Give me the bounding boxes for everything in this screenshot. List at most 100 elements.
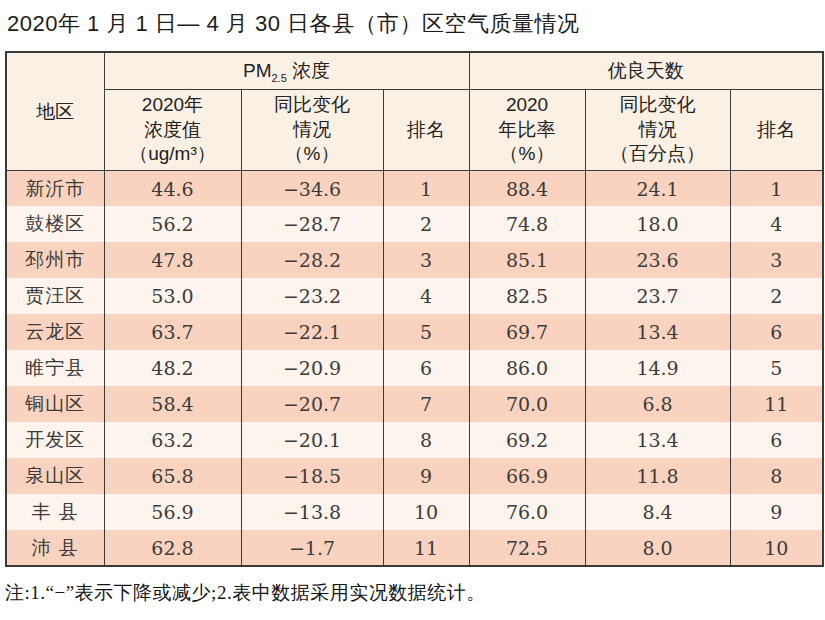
- cell-gd-rank: 5: [730, 350, 823, 386]
- header-pm-change: 同比变化 情况 （%）: [241, 89, 383, 170]
- cell-gd-change: 11.8: [585, 458, 730, 494]
- cell-region: 云龙区: [6, 314, 104, 350]
- cell-pm-value: 63.7: [104, 314, 241, 350]
- cell-gd-rate: 86.0: [469, 350, 585, 386]
- cell-gd-rate: 85.1: [469, 242, 585, 278]
- cell-gd-rank: 8: [730, 458, 823, 494]
- header-group-row: 地区 PM2.5 浓度 优良天数: [6, 52, 823, 89]
- cell-pm-rank: 7: [383, 386, 469, 422]
- header-pm25-group: PM2.5 浓度: [104, 52, 469, 89]
- header-line: 同比变化: [242, 93, 383, 118]
- page-title: 2020年 1 月 1 日— 4 月 30 日各县（市）区空气质量情况: [0, 0, 825, 37]
- cell-pm-change: −13.8: [241, 494, 383, 530]
- cell-gd-change: 6.8: [585, 386, 730, 422]
- cell-pm-rank: 4: [383, 278, 469, 314]
- cell-pm-change: −23.2: [241, 278, 383, 314]
- cell-region: 丰 县: [6, 494, 104, 530]
- pm25-label-prefix: PM: [243, 60, 272, 81]
- cell-gd-rank: 10: [730, 530, 823, 566]
- table-row: 云龙区 63.7 −22.1 5 69.7 13.4 6: [6, 314, 823, 350]
- cell-gd-change: 14.9: [585, 350, 730, 386]
- table-row: 新沂市 44.6 −34.6 1 88.4 24.1 1: [6, 170, 823, 206]
- cell-gd-rate: 76.0: [469, 494, 585, 530]
- cell-pm-value: 48.2: [104, 350, 241, 386]
- cell-gd-rank: 2: [730, 278, 823, 314]
- header-gd-change: 同比变化 情况 （百分点）: [585, 89, 730, 170]
- table-row: 铜山区 58.4 −20.7 7 70.0 6.8 11: [6, 386, 823, 422]
- cell-region: 开发区: [6, 422, 104, 458]
- cell-pm-value: 58.4: [104, 386, 241, 422]
- header-gd-rate: 2020 年比率 （%）: [469, 89, 585, 170]
- cell-pm-value: 53.0: [104, 278, 241, 314]
- header-line: 2020: [470, 93, 585, 118]
- cell-gd-rank: 6: [730, 422, 823, 458]
- cell-gd-rate: 66.9: [469, 458, 585, 494]
- cell-region: 睢宁县: [6, 350, 104, 386]
- cell-pm-value: 65.8: [104, 458, 241, 494]
- header-gooddays-group: 优良天数: [469, 52, 823, 89]
- cell-pm-change: −22.1: [241, 314, 383, 350]
- cell-pm-rank: 2: [383, 206, 469, 242]
- cell-gd-rank: 4: [730, 206, 823, 242]
- header-region: 地区: [6, 52, 104, 170]
- cell-region: 沛 县: [6, 530, 104, 566]
- cell-gd-rank: 3: [730, 242, 823, 278]
- pm25-label-subscript: 2.5: [271, 72, 286, 84]
- cell-gd-rank: 1: [730, 170, 823, 206]
- cell-pm-value: 63.2: [104, 422, 241, 458]
- cell-gd-rate: 69.7: [469, 314, 585, 350]
- table-row: 鼓楼区 56.2 −28.7 2 74.8 18.0 4: [6, 206, 823, 242]
- cell-pm-change: −28.7: [241, 206, 383, 242]
- cell-gd-rank: 11: [730, 386, 823, 422]
- header-line: 情况: [586, 118, 730, 143]
- header-line: （%）: [242, 142, 383, 167]
- header-line: 年比率: [470, 118, 585, 143]
- cell-gd-rate: 82.5: [469, 278, 585, 314]
- cell-pm-rank: 1: [383, 170, 469, 206]
- header-line: 浓度值: [105, 118, 241, 143]
- cell-region: 贾汪区: [6, 278, 104, 314]
- cell-region: 鼓楼区: [6, 206, 104, 242]
- cell-pm-value: 47.8: [104, 242, 241, 278]
- cell-pm-value: 62.8: [104, 530, 241, 566]
- header-line: （百分点）: [586, 142, 730, 167]
- table-row: 泉山区 65.8 −18.5 9 66.9 11.8 8: [6, 458, 823, 494]
- cell-pm-change: −18.5: [241, 458, 383, 494]
- table-row: 睢宁县 48.2 −20.9 6 86.0 14.9 5: [6, 350, 823, 386]
- cell-gd-change: 24.1: [585, 170, 730, 206]
- cell-pm-change: −20.9: [241, 350, 383, 386]
- header-pm-value: 2020年 浓度值 （ug/m³）: [104, 89, 241, 170]
- cell-pm-rank: 8: [383, 422, 469, 458]
- cell-pm-rank: 5: [383, 314, 469, 350]
- cell-gd-change: 8.0: [585, 530, 730, 566]
- header-line: 情况: [242, 118, 383, 143]
- cell-gd-rate: 74.8: [469, 206, 585, 242]
- cell-gd-change: 18.0: [585, 206, 730, 242]
- cell-region: 新沂市: [6, 170, 104, 206]
- footnote: 注:1.“−”表示下降或减少;2.表中数据采用实况数据统计。: [5, 580, 825, 606]
- cell-pm-change: −1.7: [241, 530, 383, 566]
- cell-gd-rate: 69.2: [469, 422, 585, 458]
- cell-pm-value: 56.9: [104, 494, 241, 530]
- cell-pm-rank: 11: [383, 530, 469, 566]
- article-page: 2020年 1 月 1 日— 4 月 30 日各县（市）区空气质量情况 地区 P…: [0, 0, 825, 620]
- table-row: 丰 县 56.9 −13.8 10 76.0 8.4 9: [6, 494, 823, 530]
- cell-gd-rate: 72.5: [469, 530, 585, 566]
- air-quality-table: 地区 PM2.5 浓度 优良天数 2020年 浓度值 （ug/m³） 同比变化 …: [5, 51, 824, 567]
- cell-gd-change: 8.4: [585, 494, 730, 530]
- cell-gd-rate: 88.4: [469, 170, 585, 206]
- cell-pm-change: −20.7: [241, 386, 383, 422]
- cell-region: 邳州市: [6, 242, 104, 278]
- header-sub-row: 2020年 浓度值 （ug/m³） 同比变化 情况 （%） 排名 2020 年比…: [6, 89, 823, 170]
- cell-gd-change: 13.4: [585, 422, 730, 458]
- table-row: 邳州市 47.8 −28.2 3 85.1 23.6 3: [6, 242, 823, 278]
- header-line: 2020年: [105, 93, 241, 118]
- header-line: （ug/m³）: [105, 142, 241, 167]
- cell-pm-change: −34.6: [241, 170, 383, 206]
- pm25-label-suffix: 浓度: [287, 60, 330, 81]
- table-header: 地区 PM2.5 浓度 优良天数 2020年 浓度值 （ug/m³） 同比变化 …: [6, 52, 823, 170]
- cell-pm-change: −20.1: [241, 422, 383, 458]
- cell-gd-change: 23.6: [585, 242, 730, 278]
- cell-region: 泉山区: [6, 458, 104, 494]
- cell-gd-change: 23.7: [585, 278, 730, 314]
